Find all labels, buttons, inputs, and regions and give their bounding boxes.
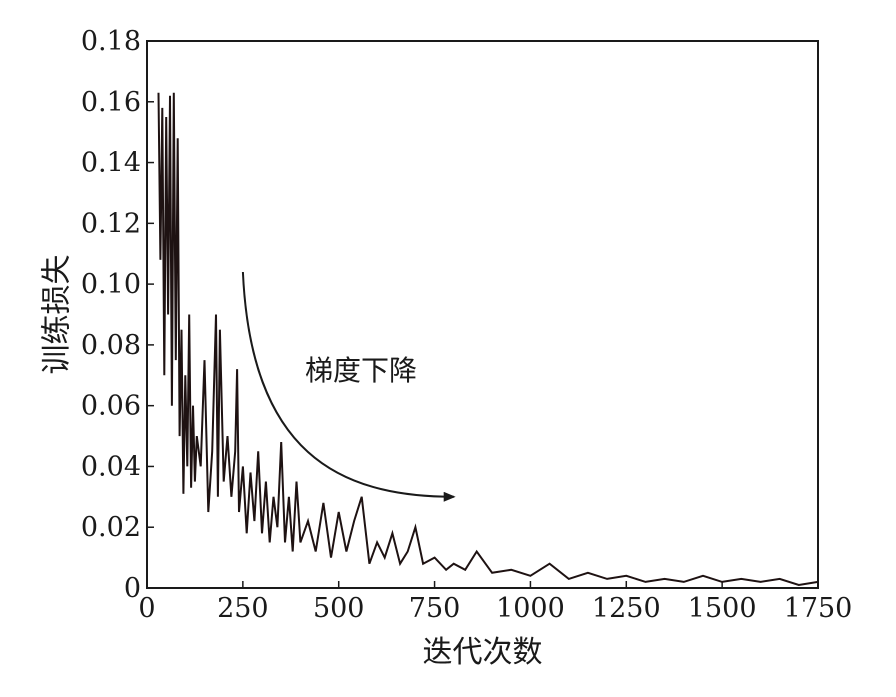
annotation-label: 梯度下降 bbox=[305, 354, 417, 387]
x-tick-label: 1500 bbox=[688, 593, 757, 624]
plot-frame bbox=[146, 40, 819, 589]
x-tick-label: 1000 bbox=[496, 593, 565, 624]
y-tick-label: 0.16 bbox=[81, 87, 141, 118]
y-tick-label: 0.02 bbox=[81, 512, 141, 543]
y-tick-label: 0.18 bbox=[81, 26, 141, 57]
x-axis-ticks: 0 250 500 750 1000 1250 1500 1750 bbox=[138, 581, 852, 624]
y-tick-label: 0.10 bbox=[81, 269, 141, 300]
x-tick-label: 750 bbox=[409, 593, 461, 624]
plot-area bbox=[157, 92, 819, 587]
x-tick-label: 500 bbox=[313, 593, 365, 624]
x-axis-title: 迭代次数 bbox=[423, 635, 543, 670]
y-axis-title: 训练损失 bbox=[40, 255, 75, 375]
y-tick-label: 0.04 bbox=[81, 451, 141, 482]
x-tick-label: 1250 bbox=[592, 593, 661, 624]
x-tick-label: 0 bbox=[138, 593, 155, 624]
y-tick-label: 0.08 bbox=[81, 330, 141, 361]
y-tick-label: 0 bbox=[124, 573, 141, 604]
y-tick-label: 0.12 bbox=[81, 208, 141, 239]
gradient-descent-arrow bbox=[241, 271, 456, 502]
y-tick-label: 0.06 bbox=[81, 391, 141, 422]
x-tick-label: 1750 bbox=[784, 593, 853, 624]
loss-series-line bbox=[157, 92, 819, 587]
x-tick-label: 250 bbox=[217, 593, 269, 624]
y-axis-ticks: 0 0.02 0.04 0.06 0.08 0.10 0.12 0.14 0.16 0.18 bbox=[81, 26, 154, 604]
y-tick-label: 0.14 bbox=[81, 148, 141, 179]
